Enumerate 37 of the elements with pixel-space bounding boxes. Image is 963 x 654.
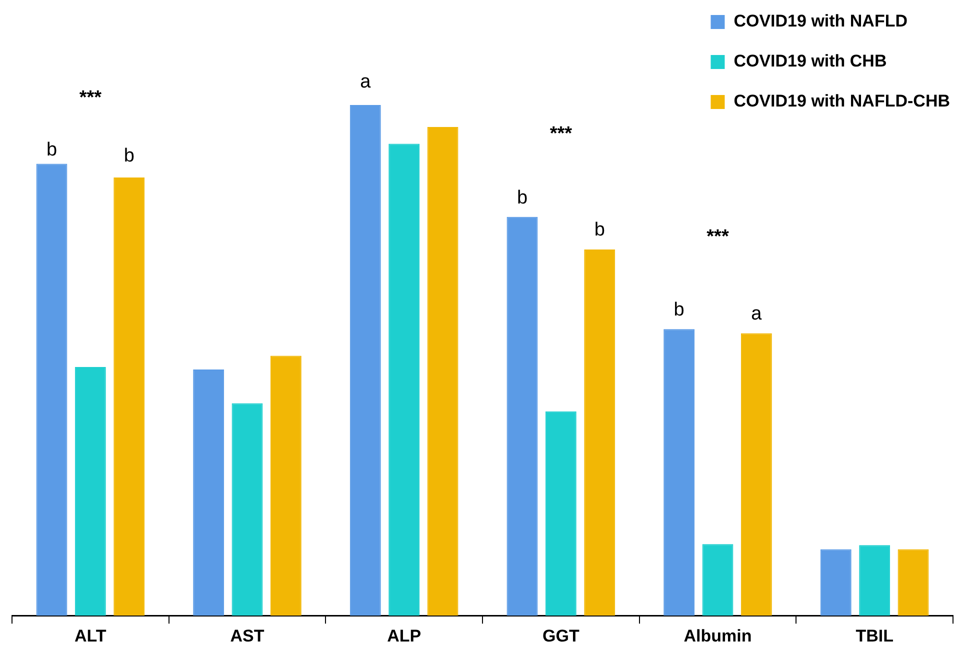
legend-label: COVID19 with CHB: [734, 52, 887, 71]
bar: [36, 164, 68, 616]
annotation: ***: [79, 88, 102, 109]
bar: [193, 369, 224, 616]
bar: [506, 216, 538, 616]
annotation: a: [751, 304, 762, 325]
bar: [270, 356, 302, 616]
annotation: ***: [550, 124, 573, 145]
annotation: b: [516, 188, 528, 209]
bar: [898, 549, 929, 616]
bar: [545, 411, 576, 616]
bar: [740, 333, 772, 616]
x-tick-label: GGT: [542, 626, 580, 646]
annotation: b: [594, 220, 605, 241]
bar: [427, 126, 458, 616]
bar: [702, 544, 734, 616]
x-tick-label: ALT: [74, 626, 107, 646]
x-tick-label: AST: [230, 626, 265, 646]
bar: [859, 545, 890, 616]
bar: [114, 178, 145, 616]
x-tick-label: TBIL: [856, 626, 894, 646]
bar: [388, 144, 420, 616]
x-tick-label: Albumin: [684, 626, 752, 646]
bar: [820, 549, 852, 616]
annotation: b: [46, 140, 58, 161]
bar: [232, 403, 263, 616]
annotation: b: [124, 146, 134, 167]
bar: [74, 366, 106, 616]
legend-label: COVID19 with NAFLD: [734, 12, 908, 31]
x-tick-label: ALP: [387, 626, 422, 646]
bar: [350, 105, 381, 616]
bar: [664, 329, 695, 616]
annotation: ***: [706, 226, 730, 248]
annotation: b: [674, 300, 684, 321]
text: a: [360, 72, 372, 93]
bar: [584, 250, 616, 616]
legend-label: COVID19 with NAFLD-CHB: [734, 92, 950, 111]
